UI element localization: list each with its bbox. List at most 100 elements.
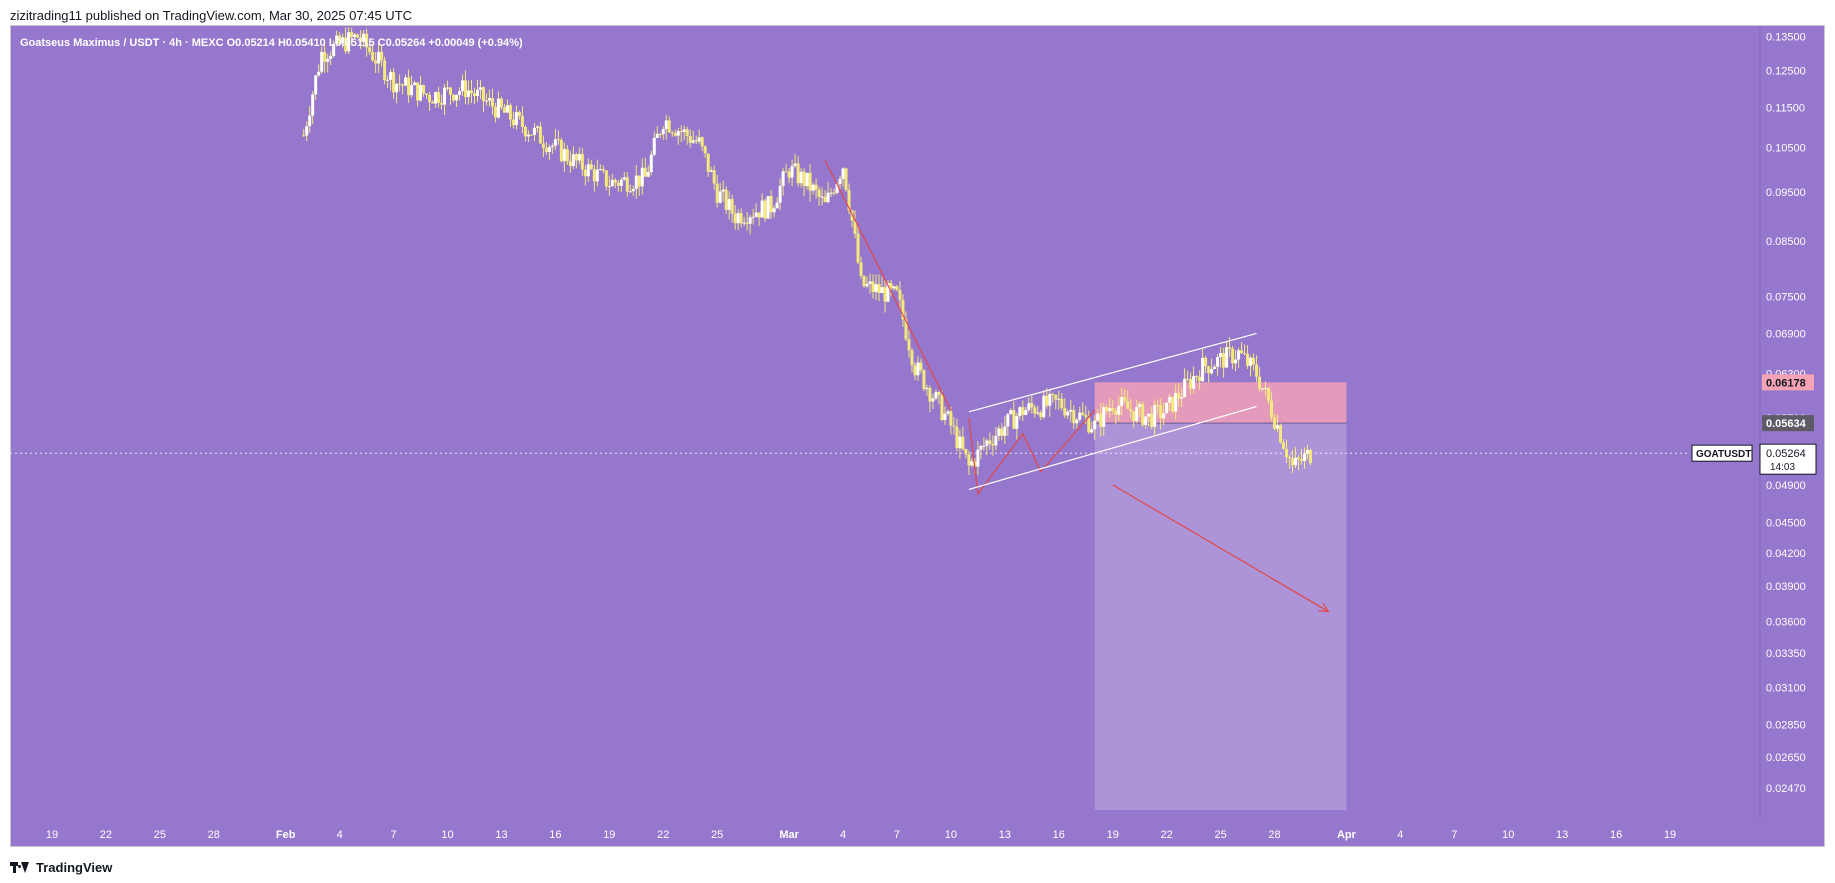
candle-body bbox=[814, 184, 818, 190]
candle-body bbox=[526, 134, 530, 137]
candle-body bbox=[994, 435, 998, 446]
candle-body bbox=[892, 286, 896, 289]
candle-body bbox=[592, 169, 596, 182]
candle-body bbox=[985, 440, 989, 446]
time-tick-label: 10 bbox=[1502, 829, 1514, 841]
candle-body bbox=[859, 262, 863, 276]
price-tick-label: 0.07500 bbox=[1766, 292, 1806, 304]
time-tick-label: 19 bbox=[1107, 829, 1119, 841]
price-tick-label: 0.08500 bbox=[1766, 236, 1806, 248]
candle-body bbox=[496, 98, 500, 118]
candle-body bbox=[589, 164, 593, 170]
candle-body bbox=[934, 392, 938, 399]
candle-body bbox=[1243, 352, 1247, 354]
candle-body bbox=[637, 175, 641, 187]
candle-body bbox=[580, 154, 584, 170]
target-zone bbox=[1094, 423, 1347, 810]
candle-body bbox=[308, 115, 312, 127]
time-tick-label: 22 bbox=[657, 829, 669, 841]
candle-body bbox=[1138, 403, 1142, 407]
candle-body bbox=[835, 183, 839, 193]
candle-body bbox=[1201, 357, 1205, 382]
target-arrow-head bbox=[1318, 602, 1330, 613]
candle-body bbox=[1009, 410, 1013, 414]
time-tick-label: 4 bbox=[1397, 829, 1403, 841]
candle-body bbox=[925, 387, 929, 390]
candle-body bbox=[1039, 412, 1043, 418]
time-tick-label: 16 bbox=[549, 829, 561, 841]
candle-body bbox=[982, 445, 986, 447]
candle-body bbox=[499, 98, 503, 108]
candle-body bbox=[1305, 449, 1309, 454]
candle-body bbox=[1293, 457, 1297, 466]
price-tick-label: 0.13500 bbox=[1766, 32, 1806, 44]
candle-body bbox=[739, 213, 743, 224]
candle-body bbox=[1198, 376, 1202, 382]
candle-body bbox=[946, 411, 950, 414]
candle-body bbox=[1285, 448, 1289, 458]
candle-body bbox=[871, 281, 875, 292]
candle-body bbox=[469, 90, 473, 94]
candle-body bbox=[1108, 408, 1112, 412]
candle-body bbox=[784, 171, 788, 173]
candle-body bbox=[781, 171, 785, 186]
candle-body bbox=[904, 319, 908, 340]
candle-body bbox=[730, 198, 734, 214]
candle-body bbox=[1270, 400, 1274, 418]
candle-body bbox=[895, 286, 899, 290]
current-price-bg bbox=[1759, 443, 1817, 475]
candle-body bbox=[679, 131, 683, 133]
candle-body bbox=[341, 37, 345, 44]
candle-body bbox=[958, 436, 962, 449]
current-price-label: 0.05264 bbox=[1766, 448, 1806, 460]
zigzag-path bbox=[968, 409, 1096, 496]
candle-body bbox=[1204, 357, 1208, 367]
price-tick-label: 0.10500 bbox=[1766, 143, 1806, 155]
chart-frame bbox=[10, 25, 1825, 847]
candle-body bbox=[466, 90, 470, 98]
time-tick-label: 13 bbox=[1556, 829, 1568, 841]
candle-body bbox=[431, 102, 435, 104]
candles-layer bbox=[302, 27, 1312, 476]
candle-body bbox=[490, 98, 494, 107]
candle-body bbox=[976, 449, 980, 467]
candle-body bbox=[478, 87, 482, 90]
price-tick-label: 0.03600 bbox=[1766, 616, 1806, 628]
candle-body bbox=[1192, 376, 1196, 389]
candle-body bbox=[817, 189, 821, 197]
candle-body bbox=[658, 133, 662, 135]
candle-body bbox=[1114, 410, 1118, 415]
candle-body bbox=[646, 172, 650, 177]
candle-body bbox=[1258, 376, 1262, 389]
candle-body bbox=[1150, 413, 1154, 427]
candle-body bbox=[1261, 388, 1265, 390]
candle-body bbox=[1015, 416, 1019, 429]
candle-body bbox=[1054, 394, 1058, 400]
candle-body bbox=[676, 131, 680, 136]
candle-body bbox=[452, 94, 456, 101]
candle-body bbox=[682, 129, 686, 133]
candle-body bbox=[338, 35, 342, 44]
candle-body bbox=[1174, 393, 1178, 412]
candle-body bbox=[383, 60, 387, 81]
candle-body bbox=[733, 213, 737, 224]
zone-bottom-label-bg bbox=[1762, 415, 1814, 432]
candle-body bbox=[943, 413, 947, 420]
candle-body bbox=[1045, 395, 1049, 406]
candle-body bbox=[1216, 357, 1220, 367]
candle-body bbox=[1171, 396, 1175, 412]
candle-body bbox=[320, 51, 324, 72]
time-tick-label: 7 bbox=[1451, 829, 1457, 841]
candle-body bbox=[377, 51, 381, 64]
candle-body bbox=[317, 71, 321, 76]
candle-body bbox=[1296, 457, 1300, 460]
candle-body bbox=[868, 281, 872, 284]
candle-body bbox=[1231, 348, 1235, 364]
candle-body bbox=[598, 169, 602, 171]
symbol-tag: GOATUSDT bbox=[1696, 449, 1751, 460]
candle-body bbox=[1195, 376, 1199, 378]
candle-body bbox=[937, 392, 941, 395]
candle-body bbox=[541, 143, 545, 148]
zone-top-label-bg bbox=[1762, 374, 1814, 391]
